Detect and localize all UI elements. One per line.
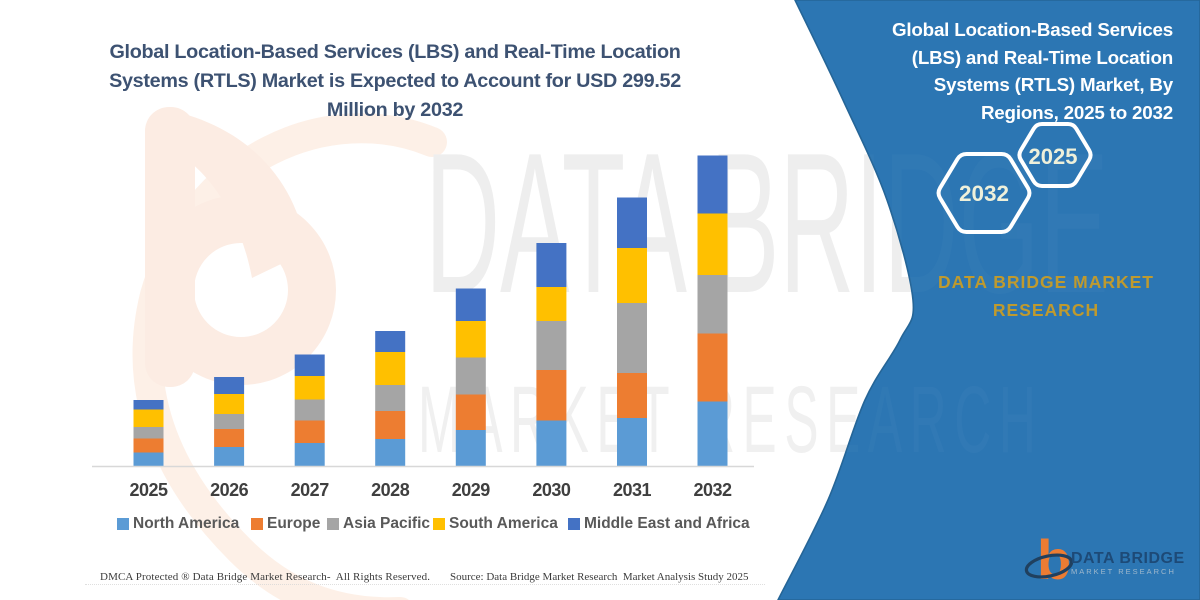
svg-text:DATA BRIDGE: DATA BRIDGE [1071, 550, 1185, 567]
svg-text:MARKET RESEARCH: MARKET RESEARCH [1071, 567, 1176, 576]
svg-text:b: b [1037, 528, 1071, 591]
